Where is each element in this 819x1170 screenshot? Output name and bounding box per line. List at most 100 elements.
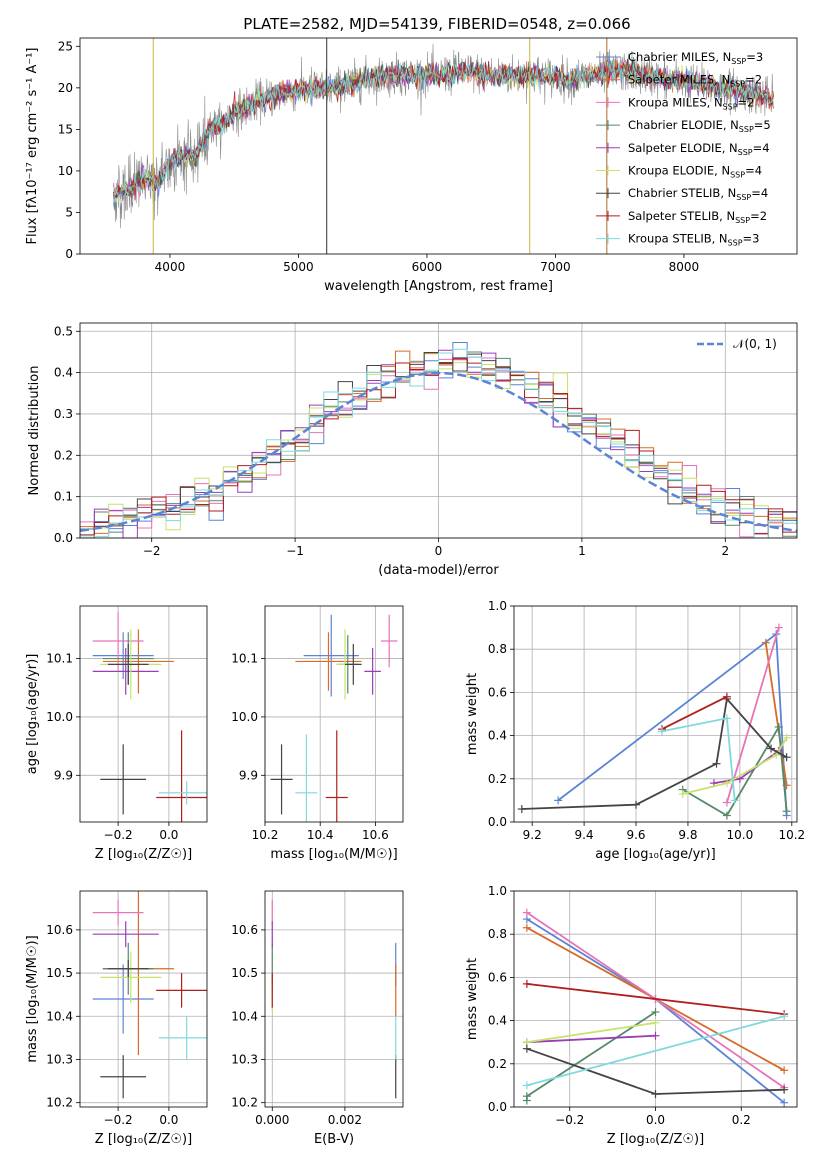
plot-content [80,342,797,538]
y-axis-label: mass weight [465,673,480,755]
y-axis-label: mass [log₁₀(M/M☉)] [25,935,40,1062]
legend-label-main: Salpeter MILES, N [628,73,730,87]
series-line-miles_kroupa [726,627,780,803]
legend-label-sub: SSP [723,102,738,111]
y-tick-label: 10.6 [231,923,258,937]
series-line-stelib_chabrier [521,696,788,810]
legend-label: Chabrier ELODIE, NSSP=5 [628,118,771,134]
x-axis-label: Z [log₁₀(Z/Z☉)] [95,1132,192,1147]
series-line-stelib_kroupa [526,1015,785,1087]
x-tick-label: 7000 [540,260,571,274]
legend-label-main: Chabrier ELODIE, N [628,118,739,132]
axes-mass_vs_ebv: 0.000 0.002 10.2 10.3 10.4 10.5 10.6 E(B-V) [231,890,404,1147]
y-tick-label: 0.4 [488,1014,507,1028]
y-tick-label: 10.3 [46,1052,73,1066]
point-stelib_chabrier [632,800,641,809]
axes-mass_vs_Z: −0.2 0.0 10.2 10.3 10.4 10.5 10.6 Z [log₁₀(Z/Z☉… [25,890,208,1147]
plot-frame [79,605,208,823]
legend-label-suffix: =2 [745,73,762,87]
y-tick-label: 0.3 [54,407,73,421]
y-tick-label: 10.3 [231,1052,258,1066]
x-tick-label: 4000 [155,260,186,274]
legend-label-main: Salpeter ELODIE, N [628,141,738,155]
x-axis-label: wavelength [Angstrom, rest frame] [324,279,553,294]
model-spectrum-stelib_kroupa [113,61,774,202]
plot-frame [79,890,208,1108]
y-tick-label: 9.9 [239,768,258,782]
y-tick-label: 0.4 [488,729,507,743]
y-axis-label: Normed distribution [27,366,42,496]
gridlines [264,606,403,822]
series-line-elodie_kroupa [682,737,788,795]
legend-label-suffix: =2 [750,209,767,223]
y-tick-label: 10.0 [46,710,73,724]
point-stelib_chabrier [712,759,721,768]
plot-content [270,614,398,822]
axes-massweight_vs_age: 9.2 9.4 9.6 9.8 10.0 10.2 0.0 0.2 0.4 0.6 0.8 1.0 ag… [465,599,805,862]
legend-label-main: Chabrier STELIB, N [628,186,736,200]
legend-label: Salpeter MILES, NSSP=2 [628,73,762,89]
y-tick-label: 20 [58,81,73,95]
legend-label-main: Kroupa STELIB, N [628,232,728,246]
legend-label-sub: SSP [730,80,745,89]
legend-label-main: Chabrier MILES, N [628,50,731,64]
point-stelib_kroupa [722,714,731,723]
point-stelib_chabrier [780,1085,789,1094]
point-elodie_chabrier [522,1092,531,1101]
x-tick-label: 9.8 [678,828,697,842]
legend-label: Salpeter STELIB, NSSP=2 [628,209,767,225]
plot-frame [264,605,404,823]
y-tick-label: 15 [58,122,73,136]
x-axis-label: Z [log₁₀(Z/Z☉)] [95,847,192,862]
x-tick-label: 10.4 [307,828,334,842]
legend-label-main: Kroupa ELODIE, N [628,164,730,178]
y-tick-label: 9.9 [54,768,73,782]
y-tick-label: 25 [58,39,73,53]
series-line-elodie_salpeter [526,1034,656,1044]
y-tick-label: 10.2 [231,1096,258,1110]
legend-label-sub: SSP [731,57,746,66]
x-tick-label: −0.2 [104,828,133,842]
plot-content [517,623,791,820]
series-line-stelib_kroupa [661,717,736,801]
point-stelib_chabrier [782,753,791,762]
point-stelib_chabrier [651,1090,660,1099]
plot-content [113,38,774,254]
point-elodie_chabrier [722,811,731,820]
point-stelib_salpeter [722,692,731,701]
x-tick-label: −0.2 [555,1113,584,1127]
y-tick-label: 10.4 [231,1009,258,1023]
point-elodie_chabrier [774,722,783,731]
legend-label-sub: SSP [738,148,753,157]
x-tick-label: 0.0 [159,828,178,842]
y-tick-label: 10.5 [46,966,73,980]
x-tick-label: 2 [721,544,729,558]
y-tick-label: 10.6 [46,923,73,937]
y-tick-label: 0 [65,247,73,261]
axes-residuals: −2 −1 0 1 2 0.0 0.1 0.2 0.3 0.4 0.5 (data-model)/er… [27,322,798,578]
legend-label-suffix: =4 [751,186,768,200]
axes-age_vs_mass: 10.2 10.4 10.6 9.9 10.0 10.1 mass [log₁₀(M/M☉)… [231,605,404,862]
x-tick-label: 0.000 [255,1113,289,1127]
series-line-stelib_salpeter [661,695,728,730]
y-tick-label: 0.8 [488,927,507,941]
plot-frame [264,890,404,1108]
series-line-elodie_salpeter [713,749,780,784]
y-tick-label: 5 [65,205,73,219]
legend-label-sub: SSP [739,125,754,134]
legend-label-suffix: =4 [745,164,762,178]
x-tick-label: 9.4 [575,828,594,842]
legend-label-main: Kroupa MILES, N [628,95,723,109]
y-tick-label: 0.2 [54,448,73,462]
y-tick-label: 0.6 [488,970,507,984]
y-tick-label: 10.4 [46,1009,73,1023]
point-miles_kroupa [774,623,783,632]
x-tick-label: 9.2 [523,828,542,842]
legend-label-suffix: =3 [743,232,760,246]
y-tick-label: 10.1 [46,652,73,666]
point-stelib_chabrier [767,744,776,753]
x-axis-label: Z [log₁₀(Z/Z☉)] [607,1132,704,1147]
plot-frame [79,37,798,255]
y-tick-label: 1.0 [488,884,507,898]
